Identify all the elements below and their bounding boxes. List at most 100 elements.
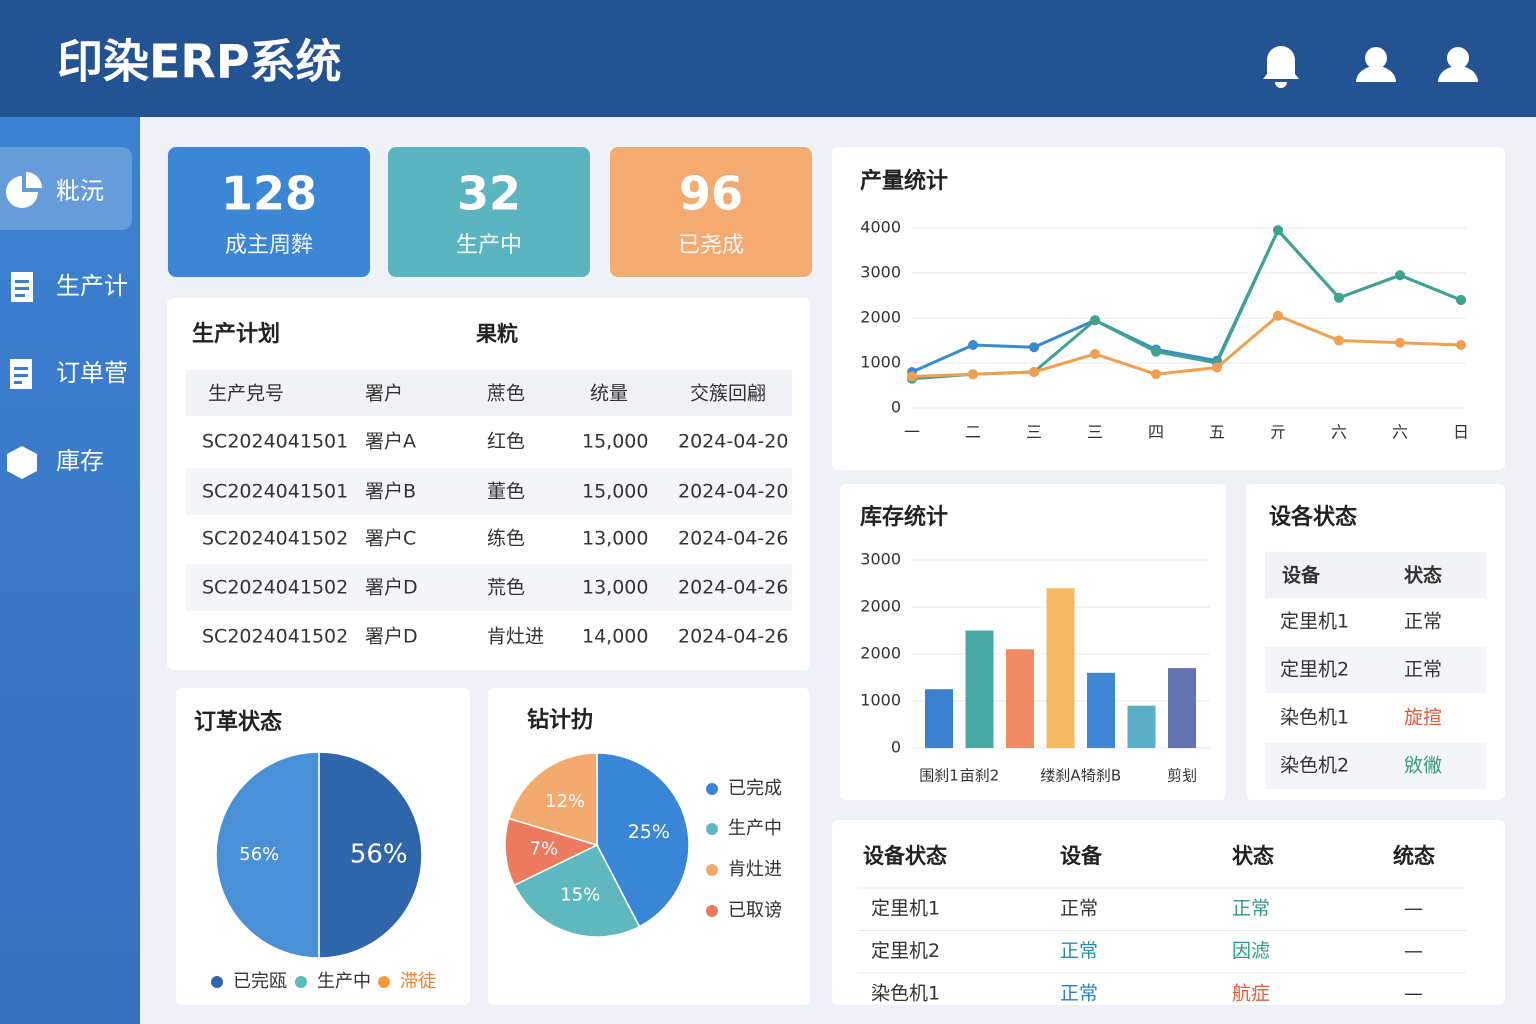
line-point [1029, 342, 1039, 353]
panel-subtitle: 果粇 [476, 322, 518, 346]
row-bg [1265, 647, 1486, 693]
column-header: 设备 [1282, 564, 1321, 587]
legend-dot [706, 864, 718, 876]
table-cell: SC2024041501 [202, 431, 348, 453]
x-tick-label: 剪刬 [1167, 767, 1197, 785]
table-cell: 定里机1 [871, 898, 940, 920]
user-icon-body [1356, 66, 1396, 82]
y-tick-label: 0 [891, 398, 901, 417]
table-cell: 正常 [1232, 898, 1270, 920]
stat-value: 96 [679, 167, 743, 221]
user-icon[interactable] [1365, 47, 1387, 69]
pie-slice [504, 817, 600, 887]
legend-dot [378, 976, 390, 988]
y-tick-label: 1000 [860, 353, 901, 372]
row-bg [1265, 743, 1486, 789]
slice-label: 25% [628, 821, 670, 843]
slice-label: 15% [560, 885, 600, 906]
line-point [1212, 362, 1222, 373]
line-point [1456, 295, 1466, 305]
table-cell: 正常 [1404, 611, 1442, 633]
stat-label: 成主周麰 [225, 233, 313, 258]
table-cell: 染色机1 [1280, 707, 1349, 729]
bar [925, 689, 953, 748]
row-bg [186, 468, 792, 515]
chart-title: 库存统计 [860, 504, 948, 530]
stat-card[interactable] [168, 147, 370, 277]
stat-card[interactable] [610, 147, 812, 277]
stat-card[interactable] [388, 147, 590, 277]
table-cell: — [1404, 898, 1423, 920]
table-cell: 红色 [487, 431, 525, 453]
slice-label: 56% [350, 840, 408, 870]
chart-title: 产量统计 [860, 168, 948, 194]
line-point [1273, 225, 1283, 236]
table-cell: 署户D [365, 577, 418, 599]
table-cell: 航症 [1232, 983, 1270, 1005]
x-tick-label: 犄刹B [1081, 767, 1121, 785]
table-cell: 正常 [1060, 898, 1098, 920]
nav-item: 订单菅 [56, 359, 128, 387]
x-tick-label: 日 [1453, 423, 1469, 442]
legend-label: 已完成 [728, 778, 782, 799]
table-cell: 定里机2 [871, 940, 940, 962]
table-cell: 署户C [365, 528, 416, 550]
table-cell: — [1404, 940, 1423, 962]
bell-icon[interactable] [1263, 46, 1299, 88]
legend-label: 生产中 [317, 971, 371, 992]
x-tick-label: 五 [1209, 423, 1225, 442]
stat-label: 已尧成 [678, 233, 744, 258]
legend-label: 已完瓯 [233, 971, 287, 992]
line-point [1334, 335, 1344, 346]
y-tick-label: 0 [891, 738, 901, 757]
table-cell: 14,000 [582, 626, 648, 648]
nav-item: 生产计 [56, 272, 128, 300]
column-header: 交簇回翩 [690, 383, 766, 405]
x-tick-label: 亓 [1270, 423, 1286, 442]
table-cell: SC2024041502 [202, 577, 348, 599]
table-cell: 13,000 [582, 577, 648, 599]
legend-dot [706, 783, 718, 795]
y-tick-label: 4000 [860, 218, 901, 237]
plan-icon [11, 272, 33, 302]
y-tick-label: 3000 [860, 263, 901, 282]
x-tick-label: 三 [1026, 423, 1042, 442]
table-cell: SC2024041502 [202, 528, 348, 550]
table-cell: 染色机2 [1280, 755, 1349, 777]
pie-slice [596, 752, 690, 928]
table-header-bg [186, 370, 792, 416]
line-point [968, 369, 978, 380]
table-cell: 正常 [1060, 940, 1098, 962]
x-tick-label: 缕刹A [1040, 767, 1081, 785]
table-cell: 2024-04-20 [678, 481, 788, 503]
column-header: 统态 [1393, 844, 1435, 868]
bar [1087, 672, 1115, 748]
column-header: 状态 [1232, 844, 1274, 868]
table-header-bg [1265, 552, 1486, 598]
legend-label: 已取谤 [728, 900, 782, 921]
y-tick-label: 2000 [860, 644, 901, 663]
line-point [968, 340, 978, 350]
chart-title: 钻计扐 [527, 707, 593, 733]
table-cell: — [1404, 983, 1423, 1005]
line-point [1395, 337, 1405, 348]
column-header: 署户 [365, 383, 403, 405]
table-cell: 15,000 [582, 431, 648, 453]
pie-slice [513, 844, 641, 938]
bar [1168, 668, 1196, 748]
x-tick-label: 六 [1392, 423, 1408, 442]
sidebar-active [0, 147, 132, 230]
stock-icon [7, 446, 37, 479]
line-point [1090, 315, 1100, 326]
line-series [911, 314, 1462, 378]
legend-label: 生产中 [728, 818, 782, 839]
table-cell: SC2024041502 [202, 626, 348, 648]
line-point [1273, 310, 1283, 321]
stat-value: 32 [457, 167, 521, 221]
line-point [1456, 340, 1466, 350]
slice-label: 12% [545, 791, 585, 812]
user-icon[interactable] [1447, 47, 1469, 69]
table-cell: 13,000 [582, 528, 648, 550]
